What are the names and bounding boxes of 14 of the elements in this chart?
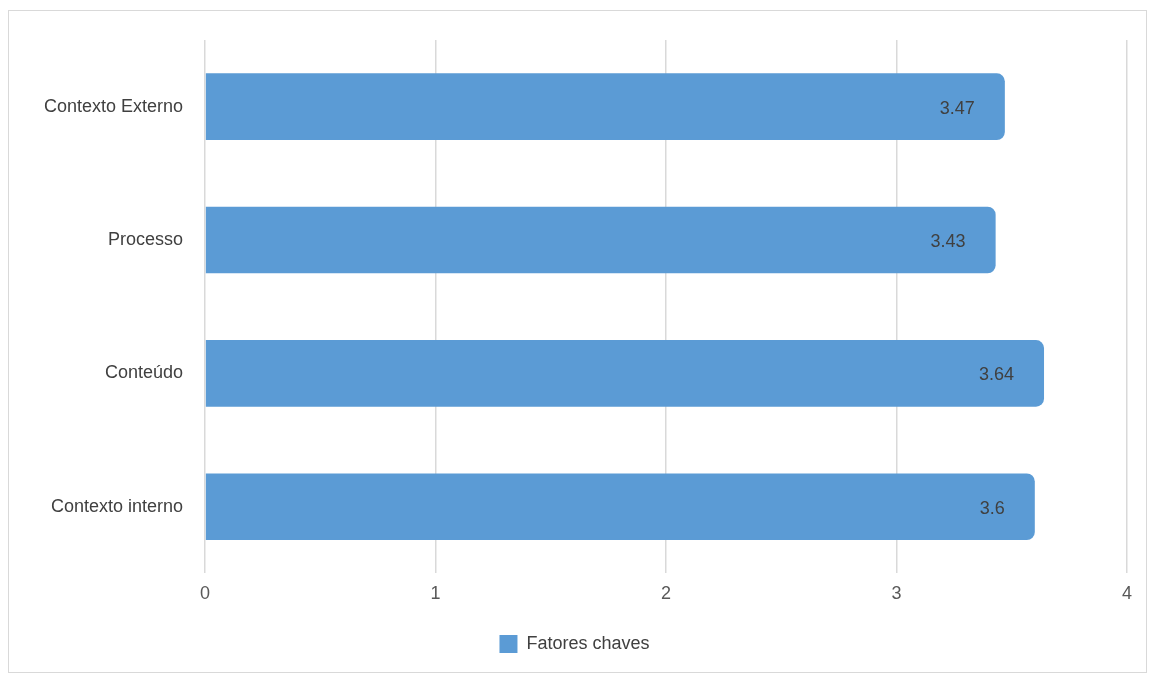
- y-tick-label: Processo: [108, 228, 184, 249]
- legend-label: Fatores chaves: [526, 632, 650, 653]
- x-tick-label: 2: [661, 583, 672, 604]
- data-label: 3.6: [979, 497, 1005, 518]
- x-tick-label: 3: [891, 583, 902, 604]
- data-label: 3.43: [930, 230, 966, 251]
- x-tick-label: 4: [1121, 583, 1133, 604]
- x-tick-label: 1: [430, 583, 441, 604]
- y-tick-label: Contexto Externo: [44, 95, 184, 116]
- y-tick-label: Conteúdo: [105, 362, 184, 383]
- data-label: 3.47: [939, 97, 975, 118]
- x-tick-label: 0: [200, 583, 211, 604]
- data-label: 3.64: [978, 364, 1015, 385]
- y-tick-label: Contexto interno: [50, 495, 184, 516]
